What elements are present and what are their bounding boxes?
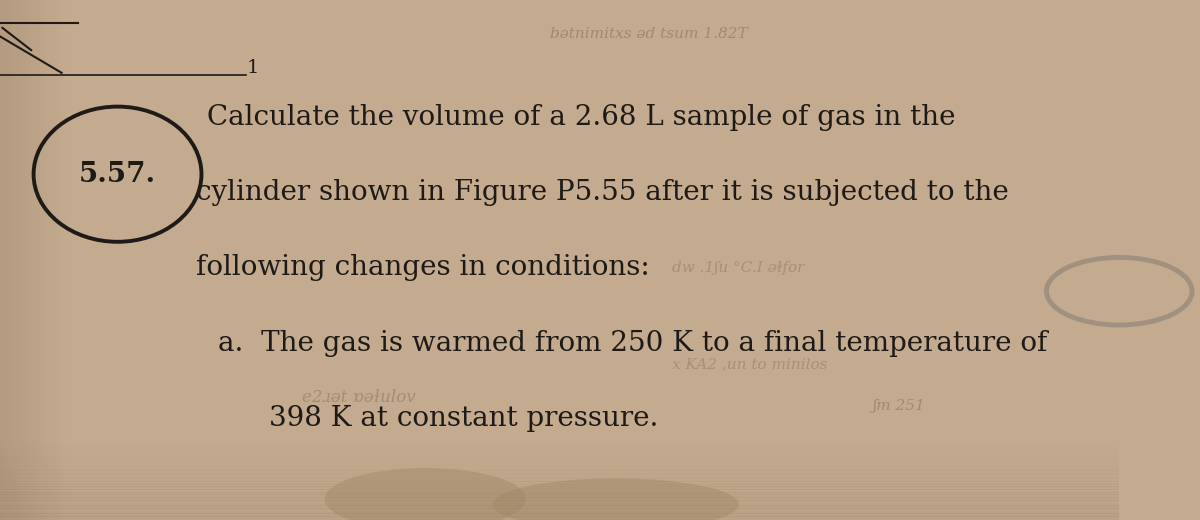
Text: following changes in conditions:: following changes in conditions:: [196, 254, 649, 281]
Bar: [0, 494, 1120, 496]
Bar: [0, 497, 1120, 499]
Bar: [10, 0, 13, 520]
Bar: [54, 0, 58, 520]
Bar: [0, 458, 1120, 460]
Bar: [58, 0, 60, 520]
Bar: [0, 510, 1120, 512]
Bar: [0, 486, 1120, 488]
Bar: [0, 492, 1120, 495]
Bar: [0, 445, 1120, 447]
Bar: [0, 480, 1120, 482]
Bar: [43, 0, 47, 520]
Bar: [0, 470, 1120, 472]
Bar: [0, 448, 1120, 450]
Bar: [0, 505, 1120, 508]
Bar: [34, 0, 37, 520]
Bar: [0, 483, 1120, 485]
Ellipse shape: [324, 468, 526, 520]
Bar: [4, 0, 7, 520]
Bar: [0, 489, 1120, 491]
Bar: [0, 502, 1120, 504]
Bar: [20, 0, 24, 520]
Bar: [0, 496, 1120, 498]
Bar: [0, 478, 1120, 480]
Text: 1: 1: [246, 59, 259, 76]
Bar: [0, 443, 1120, 445]
Bar: [0, 459, 1120, 461]
Text: bətnimitxs əd tsum 1.82T: bətnimitxs əd tsum 1.82T: [551, 27, 748, 41]
Bar: [0, 456, 1120, 458]
Bar: [0, 518, 1120, 520]
Bar: [41, 0, 43, 520]
Bar: [0, 507, 1120, 509]
Bar: [0, 509, 1120, 511]
Bar: [0, 473, 1120, 475]
Bar: [0, 441, 1120, 444]
Text: a.  The gas is warmed from 250 K to a final temperature of: a. The gas is warmed from 250 K to a fin…: [218, 330, 1048, 357]
Bar: [47, 0, 50, 520]
Bar: [0, 482, 1120, 484]
Bar: [30, 0, 34, 520]
Bar: [0, 500, 1120, 502]
Ellipse shape: [492, 478, 739, 520]
Bar: [0, 0, 4, 520]
Bar: [0, 472, 1120, 474]
Text: dw .1ʃu °C.I əɫfor: dw .1ʃu °C.I əɫfor: [672, 261, 804, 275]
Bar: [17, 0, 20, 520]
Bar: [0, 503, 1120, 505]
Bar: [0, 485, 1120, 487]
Bar: [0, 451, 1120, 453]
Bar: [0, 499, 1120, 501]
Bar: [0, 516, 1120, 518]
Bar: [26, 0, 30, 520]
Text: x KA2 ,un to minilos: x KA2 ,un to minilos: [672, 357, 827, 371]
Bar: [0, 469, 1120, 471]
Bar: [0, 512, 1120, 514]
Bar: [37, 0, 41, 520]
Bar: [0, 462, 1120, 464]
Bar: [60, 0, 64, 520]
Bar: [13, 0, 17, 520]
Bar: [0, 513, 1120, 515]
Bar: [64, 0, 67, 520]
Bar: [0, 440, 1120, 442]
Bar: [0, 449, 1120, 451]
Bar: [24, 0, 26, 520]
Bar: [0, 475, 1120, 477]
Text: 398 K at constant pressure.: 398 K at constant pressure.: [269, 405, 658, 432]
Bar: [7, 0, 10, 520]
Text: cylinder shown in Figure P5.55 after it is subjected to the: cylinder shown in Figure P5.55 after it …: [196, 179, 1009, 206]
Bar: [0, 465, 1120, 467]
Bar: [0, 464, 1120, 466]
Bar: [0, 454, 1120, 457]
Bar: [0, 515, 1120, 517]
Bar: [0, 491, 1120, 493]
Bar: [0, 461, 1120, 463]
Bar: [0, 488, 1120, 490]
Bar: [0, 446, 1120, 448]
Text: 5.57.: 5.57.: [79, 161, 156, 188]
Bar: [0, 452, 1120, 454]
Bar: [0, 476, 1120, 478]
Bar: [0, 467, 1120, 469]
Text: e2ɹət ɒəɫulov: e2ɹət ɒəɫulov: [302, 389, 416, 406]
Bar: [50, 0, 54, 520]
Text: ʃm 251: ʃm 251: [874, 399, 925, 412]
Text: Calculate the volume of a 2.68 L sample of gas in the: Calculate the volume of a 2.68 L sample …: [208, 103, 955, 131]
